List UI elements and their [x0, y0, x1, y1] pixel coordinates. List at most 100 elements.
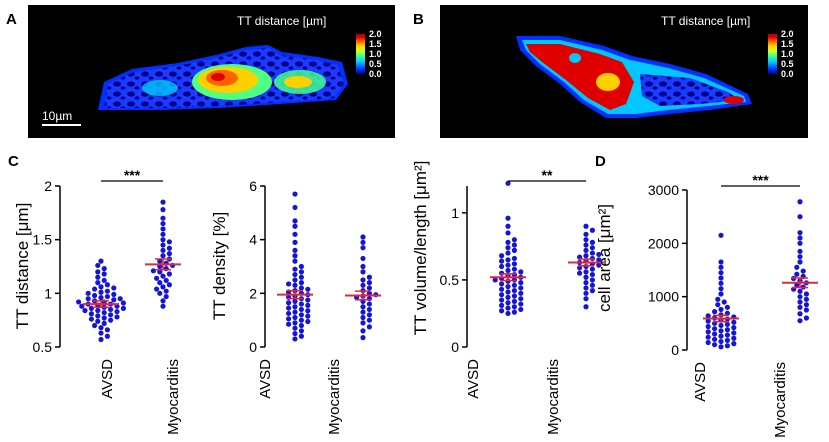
data-point [366, 317, 372, 323]
data-point [88, 305, 94, 311]
data-point [511, 293, 517, 299]
data-point [108, 317, 114, 323]
data-point [718, 328, 724, 334]
panel-a-colorbar [356, 34, 365, 74]
data-point [797, 294, 803, 300]
y-tick-label: 0 [671, 342, 679, 358]
panel-b-image: 2.0 1.5 1.0 0.5 0.0 TT distance [µm] [440, 5, 808, 138]
data-point [718, 280, 724, 286]
panel-b-cb-tick-0: 2.0 [781, 29, 794, 39]
data-point [583, 296, 589, 302]
data-point [511, 298, 517, 304]
data-point [292, 320, 298, 326]
data-point [360, 239, 366, 245]
data-point [298, 280, 304, 286]
data-point [577, 270, 583, 276]
data-point [95, 313, 101, 319]
data-point [505, 257, 511, 263]
panel-a-map-title: TT distance [µm] [237, 14, 326, 28]
data-point [95, 262, 101, 269]
data-point [797, 230, 803, 236]
panel-c-label: C [8, 153, 19, 170]
data-point [292, 223, 298, 229]
data-point [505, 245, 511, 251]
data-point [596, 257, 602, 263]
data-point [360, 255, 366, 262]
data-point [518, 269, 524, 275]
data-point [292, 309, 298, 315]
data-point [705, 339, 711, 346]
data-point [589, 282, 596, 288]
data-point [298, 301, 304, 307]
data-point [120, 300, 126, 306]
data-point [292, 271, 298, 278]
data-point [305, 308, 311, 314]
data-point [583, 285, 589, 291]
panel-a-cb-tick-4: 0.0 [369, 69, 382, 79]
panel-a-cb-tick-3: 0.5 [369, 59, 382, 69]
data-point [797, 199, 803, 205]
category-label: Myocarditis [545, 359, 562, 435]
data-point [718, 232, 724, 238]
data-point [511, 304, 517, 310]
data-point [518, 301, 524, 307]
data-point [718, 286, 724, 292]
data-point [298, 306, 304, 313]
data-point [583, 253, 589, 259]
data-point [150, 268, 156, 274]
data-point [292, 282, 298, 288]
cell-a-right-core [284, 76, 312, 88]
data-point [712, 342, 718, 348]
data-point [718, 333, 724, 339]
data-point [800, 268, 806, 274]
plot-tt-volume-length: 0 0.5 1 TT volume/length [μm²] AVSD Myocardit… [411, 161, 604, 435]
data-point [589, 271, 596, 278]
data-point [505, 262, 511, 268]
data-point [718, 322, 724, 329]
data-point [511, 309, 517, 315]
data-point [797, 311, 803, 317]
cell-b-red-zone [526, 44, 634, 110]
data-point [166, 245, 172, 251]
data-point [589, 227, 596, 233]
y-tick-label: 2 [44, 178, 52, 194]
data-point [803, 291, 810, 297]
cell-a-red-zone [211, 73, 225, 81]
data-point [589, 288, 596, 294]
data-point [360, 282, 366, 288]
data-point [518, 290, 524, 296]
data-point [797, 259, 803, 265]
data-point [583, 280, 589, 286]
data-point [505, 267, 511, 274]
data-point [163, 293, 169, 300]
data-point [499, 281, 505, 287]
data-point [157, 280, 163, 286]
data-point [286, 305, 292, 311]
y-tick-label: 2000 [648, 235, 679, 251]
data-point [360, 269, 366, 275]
data-point [794, 271, 800, 277]
data-point [88, 311, 94, 317]
data-point [305, 313, 311, 319]
data-point [305, 318, 311, 325]
data-point [731, 325, 737, 331]
data-point [160, 231, 166, 237]
data-point [101, 315, 107, 321]
data-point [505, 300, 511, 306]
data-point [505, 305, 511, 311]
data-point [166, 282, 172, 288]
data-point [583, 242, 589, 248]
panel-b-cb-tick-1: 1.5 [781, 39, 794, 49]
data-point [88, 316, 94, 322]
data-point [499, 286, 505, 292]
data-point [298, 274, 304, 280]
data-point [154, 275, 160, 281]
data-point [705, 313, 711, 319]
data-point [360, 309, 366, 315]
data-point [499, 297, 505, 303]
data-point [366, 306, 372, 313]
cell-b-tail-red [724, 96, 744, 104]
data-point [505, 284, 511, 290]
data-point [298, 328, 304, 334]
data-point [104, 282, 110, 288]
